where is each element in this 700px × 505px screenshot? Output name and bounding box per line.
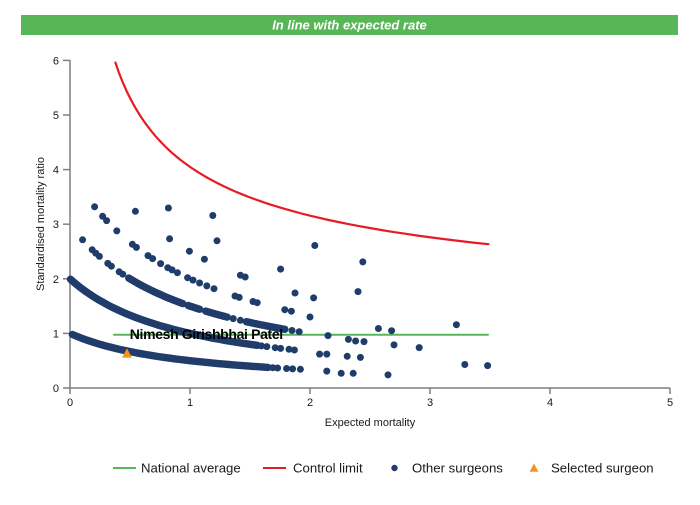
svg-text:Selected surgeon: Selected surgeon bbox=[551, 461, 654, 476]
svg-text:2: 2 bbox=[307, 397, 313, 409]
svg-text:1: 1 bbox=[187, 397, 193, 409]
svg-text:Other surgeons: Other surgeons bbox=[412, 461, 503, 476]
svg-text:Nimesh Girishbhai Patel: Nimesh Girishbhai Patel bbox=[130, 326, 283, 342]
svg-text:0: 0 bbox=[67, 397, 73, 409]
svg-text:5: 5 bbox=[667, 397, 673, 409]
svg-text:3: 3 bbox=[427, 397, 433, 409]
svg-text:6: 6 bbox=[53, 55, 59, 67]
svg-text:5: 5 bbox=[53, 110, 59, 122]
svg-text:National average: National average bbox=[141, 461, 241, 476]
svg-text:In line with expected rate: In line with expected rate bbox=[272, 18, 427, 33]
svg-text:0: 0 bbox=[53, 383, 59, 395]
svg-text:Standardised mortality ratio: Standardised mortality ratio bbox=[35, 157, 47, 291]
svg-text:4: 4 bbox=[547, 397, 553, 409]
svg-text:Control limit: Control limit bbox=[293, 461, 363, 476]
svg-text:Expected mortality: Expected mortality bbox=[325, 417, 416, 429]
svg-text:1: 1 bbox=[53, 328, 59, 340]
svg-text:4: 4 bbox=[53, 165, 59, 177]
svg-text:2: 2 bbox=[53, 274, 59, 286]
svg-text:3: 3 bbox=[53, 219, 59, 231]
